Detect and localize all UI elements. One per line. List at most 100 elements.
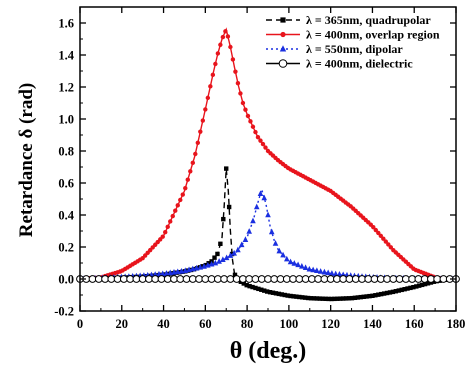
series-marker [235, 246, 241, 253]
series-marker [228, 44, 233, 50]
series-marker [393, 289, 399, 294]
series-marker [216, 258, 222, 264]
series-marker [215, 51, 221, 56]
series-marker [260, 141, 266, 147]
x-tick-label: 40 [157, 317, 170, 331]
series-marker [373, 293, 378, 298]
series-3 [77, 186, 459, 282]
legend-label: λ = 400nm, overlap region [306, 28, 440, 42]
series-marker [250, 284, 255, 290]
series-marker [376, 230, 381, 236]
series-marker [208, 84, 213, 89]
x-axis-title: θ (deg.) [230, 338, 307, 364]
series-marker [355, 295, 361, 300]
series-marker [291, 294, 296, 299]
series-marker [250, 124, 256, 129]
series-marker [218, 42, 223, 47]
series-marker [257, 190, 264, 196]
series-marker [253, 203, 260, 210]
series-marker [288, 293, 293, 299]
series-marker [235, 80, 241, 86]
series-marker [231, 249, 237, 256]
series-4 [76, 275, 460, 283]
series-marker [213, 61, 218, 67]
series-marker [250, 217, 256, 224]
series-marker [305, 295, 311, 301]
series-marker [278, 59, 288, 68]
series-marker [376, 292, 381, 297]
series-marker [174, 268, 181, 275]
series-marker [244, 282, 249, 288]
legend-item: λ = 550nm, dipolar [266, 42, 403, 56]
series-marker [276, 247, 283, 254]
series-marker [282, 292, 287, 298]
series-marker [280, 17, 286, 23]
series-marker [200, 118, 206, 123]
series-marker [383, 239, 389, 244]
series-marker [323, 296, 328, 302]
series-marker [422, 281, 428, 287]
series-marker [390, 289, 396, 295]
series-marker [299, 262, 305, 269]
series-marker [264, 289, 270, 294]
series-marker [159, 270, 166, 277]
series-marker [300, 295, 305, 300]
series-marker [167, 269, 174, 276]
series-marker [341, 296, 346, 301]
series-marker [170, 213, 175, 219]
series-marker [240, 100, 246, 106]
series-marker [193, 151, 198, 157]
series-marker [171, 269, 177, 275]
series-marker [306, 265, 313, 272]
x-tick-label: 20 [116, 317, 129, 331]
x-tick-label: 120 [321, 317, 340, 331]
series-marker [386, 242, 391, 247]
series-marker [338, 296, 343, 301]
axes-layer: 0 20 40 60 80 100 120 140 160 180 -0.2 0.0 0.2 0.4 0.6… [54, 7, 465, 331]
series-marker [329, 270, 335, 276]
y-tick-label: 1.2 [58, 81, 74, 95]
series-marker [258, 138, 263, 143]
series-marker [279, 292, 284, 297]
series-marker [419, 282, 425, 288]
series-marker [195, 140, 201, 146]
series-marker [358, 294, 363, 300]
series-marker [185, 177, 190, 182]
series-marker [227, 252, 234, 258]
series-marker [175, 203, 180, 208]
series-marker [367, 293, 372, 299]
series-marker [243, 107, 248, 112]
series-marker [225, 34, 231, 39]
series-marker [332, 296, 337, 302]
x-tick-label: 80 [241, 317, 254, 331]
series-marker [308, 296, 314, 301]
legend-item: λ = 400nm, overlap region [266, 28, 440, 42]
series-marker [232, 272, 238, 278]
series-marker [241, 281, 246, 286]
series-marker [317, 268, 324, 274]
series-marker [310, 266, 316, 273]
legend-item: λ = 400nm, dielectric [266, 57, 413, 71]
series-marker [294, 294, 299, 299]
series-marker [297, 294, 302, 300]
series-marker [364, 294, 369, 299]
series-marker [190, 160, 195, 166]
series-marker [373, 227, 378, 233]
series-marker [203, 107, 208, 112]
series-marker [371, 224, 376, 230]
series-marker [210, 72, 216, 78]
y-tick-label: 0.6 [58, 177, 74, 191]
legend-item: λ = 365nm, quadrupolar [266, 13, 431, 27]
series-marker [156, 270, 162, 277]
series-marker [280, 251, 286, 258]
series-marker [220, 34, 226, 40]
series-marker [378, 233, 383, 238]
series-marker [405, 286, 410, 291]
series-marker [183, 185, 188, 191]
series-marker [160, 234, 165, 239]
series-marker [262, 288, 267, 293]
series-marker [291, 260, 298, 266]
series-layer [76, 27, 460, 302]
y-tick-label: 0.0 [58, 273, 74, 287]
